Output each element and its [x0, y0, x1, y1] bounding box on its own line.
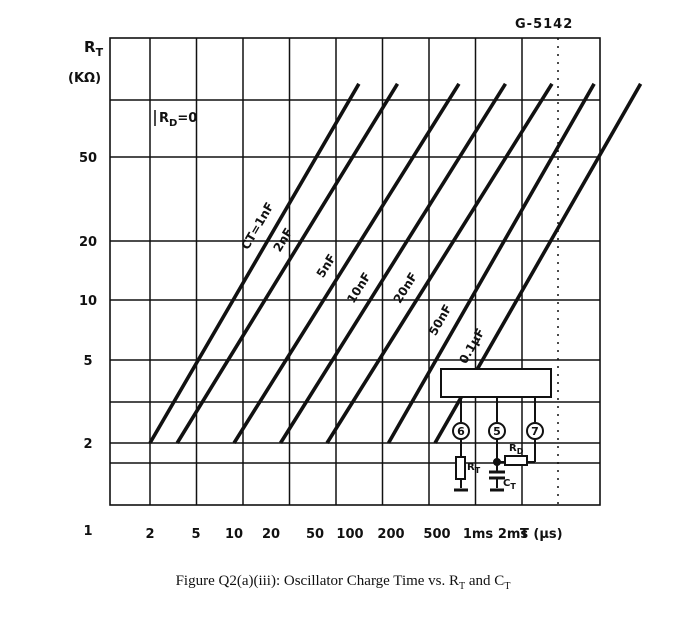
pin-5-label: 5: [493, 425, 501, 438]
x-tick-label: 100: [336, 527, 363, 542]
series-label: 5nF: [314, 252, 339, 281]
x-tick-label: 500: [423, 527, 450, 542]
figure-caption: Figure Q2(a)(iii): Oscillator Charge Tim…: [0, 573, 686, 592]
condition-label-main: R: [159, 111, 169, 126]
condition-label: RD=0: [154, 110, 197, 129]
rt-resistor: [455, 456, 466, 480]
series-line: [148, 82, 361, 444]
series-line: [386, 82, 596, 444]
x-tick-label: 2: [145, 527, 154, 542]
x-tick-labels: 2 5 10 20 50 100 200 500 1ms 2ms: [145, 527, 528, 542]
x-tick-label: 1ms: [463, 527, 494, 542]
condition-label-value: =0: [177, 111, 197, 126]
series-label: CT=1nF: [238, 200, 276, 252]
series-line: [175, 82, 400, 444]
y-tick-label: 1: [83, 524, 92, 539]
y-tick-label: 10: [79, 294, 97, 309]
pin-6-label: 6: [457, 425, 465, 438]
x-tick-label: 2ms: [498, 527, 529, 542]
x-tick-label: 50: [306, 527, 324, 542]
rd-resistor: [504, 455, 528, 466]
caption-prefix: Figure Q2(a)(iii): Oscillator Charge Tim…: [175, 573, 460, 589]
y-axis-label: RT: [84, 38, 104, 59]
series-lines: [148, 82, 643, 444]
y-axis-unit: (KΩ): [68, 71, 101, 86]
x-axis-label: T (μs): [520, 527, 563, 542]
chart-code: G-5142: [515, 17, 573, 32]
y-tick-labels: 1 2 5 10 20 50: [79, 151, 97, 539]
rd-label: RD: [509, 443, 524, 456]
rt-label: RT: [467, 462, 481, 475]
series-line: [279, 82, 507, 444]
condition-label-sub: D: [169, 118, 177, 129]
caption-sub-1: T: [459, 581, 466, 592]
svg-text:RD=0: RD=0: [159, 111, 197, 129]
x-tick-label: 20: [262, 527, 280, 542]
y-tick-label: 20: [79, 235, 97, 250]
pin-7-label: 7: [531, 425, 539, 438]
y-tick-label: 2: [83, 437, 92, 452]
y-axis-label-sub: T: [96, 46, 104, 59]
y-tick-label: 5: [83, 354, 92, 369]
ct-label: CT: [503, 478, 516, 491]
inset-schematic: [440, 368, 552, 492]
plot-frame: [109, 37, 601, 506]
y-tick-label: 50: [79, 151, 97, 166]
series-line: [232, 82, 461, 444]
ic-block: [440, 368, 552, 398]
x-tick-label: 200: [377, 527, 404, 542]
series-line: [325, 82, 554, 444]
caption-sub-2: T: [504, 581, 511, 592]
inset-schematic-labels: 6 5 7 RT CT RD: [457, 425, 539, 491]
caption-mid: and C: [465, 573, 505, 589]
x-tick-label: 10: [225, 527, 243, 542]
y-axis-label-main: R: [84, 38, 96, 56]
x-tick-label: 5: [191, 527, 200, 542]
